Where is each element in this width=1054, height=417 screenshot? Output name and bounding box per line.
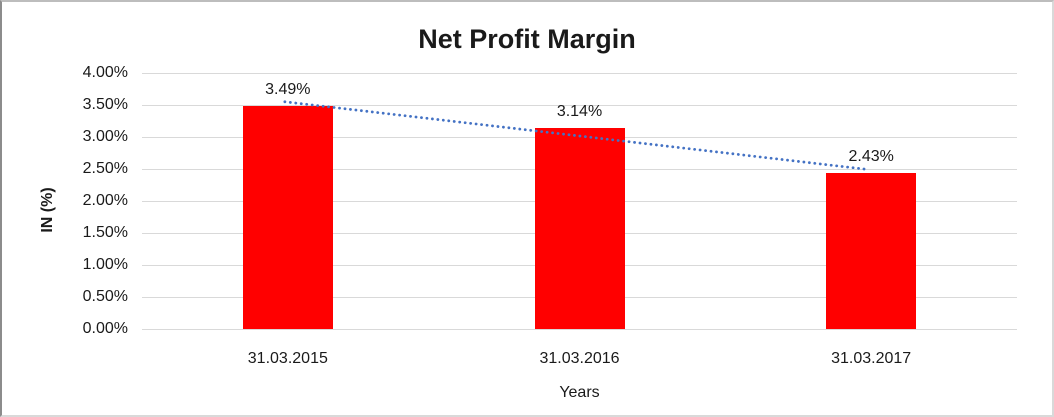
- y-tick-label: 2.00%: [82, 192, 128, 209]
- y-tick-label: 0.50%: [82, 288, 128, 305]
- gridline: [142, 72, 1017, 74]
- trendline: [283, 100, 871, 172]
- x-tick-label: 31.03.2015: [247, 350, 328, 367]
- y-tick-label: 1.50%: [82, 224, 128, 241]
- y-tick-label: 3.50%: [82, 96, 128, 113]
- x-tick-label: 31.03.2017: [831, 350, 912, 367]
- y-tick-label: 3.00%: [82, 128, 128, 145]
- bar-data-label: 3.14%: [556, 103, 603, 121]
- y-tick-label: 1.00%: [82, 256, 128, 273]
- x-tick-label: 31.03.2016: [539, 350, 620, 367]
- gridline: [142, 328, 1017, 330]
- y-tick-label: 4.00%: [82, 64, 128, 81]
- x-axis-title: Years: [559, 384, 600, 401]
- gridline: [142, 104, 1017, 106]
- bar: [242, 105, 333, 329]
- bar: [826, 173, 917, 329]
- bar-data-label: 2.43%: [848, 148, 894, 166]
- plot-area: [142, 72, 1017, 330]
- y-tick-label: 2.50%: [82, 160, 128, 177]
- chart-title: Net Profit Margin: [418, 24, 636, 54]
- bar-data-label: 3.49%: [265, 80, 311, 98]
- bar: [534, 128, 625, 329]
- y-tick-label: 0.00%: [82, 320, 128, 337]
